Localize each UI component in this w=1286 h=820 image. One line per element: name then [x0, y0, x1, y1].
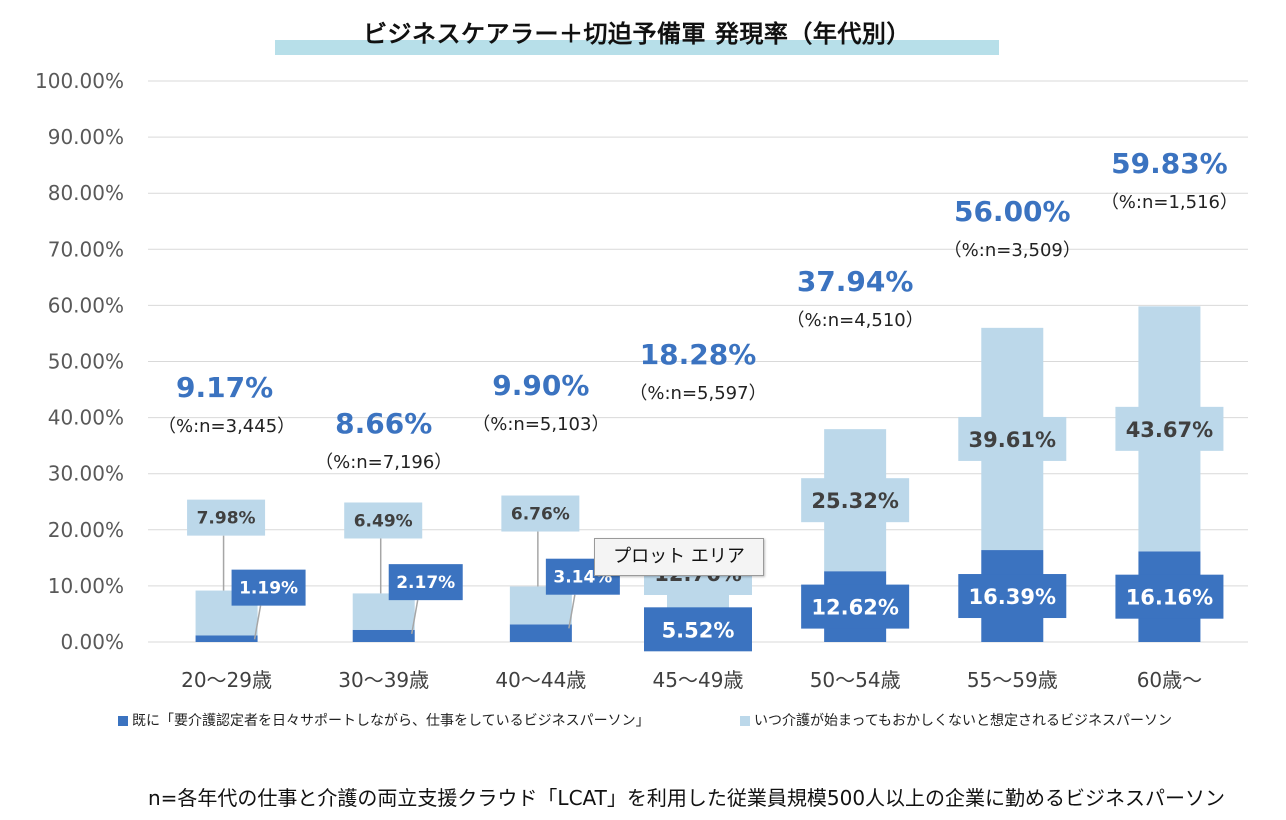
data-label-box-potential — [501, 495, 580, 532]
footnote: n=各年代の仕事と介護の両立支援クラウド「LCAT」を利用した従業員規模500人… — [148, 786, 1226, 810]
data-label-box-current — [231, 569, 306, 606]
total-percentage: 9.90% — [492, 369, 589, 402]
data-label-potential: 6.76% — [511, 505, 570, 525]
data-label-current: 16.39% — [969, 585, 1056, 609]
data-label-box-current — [958, 574, 1067, 619]
x-tick-label: 30～39歳 — [338, 668, 429, 692]
legend-label: いつ介護が始まってもおかしくないと想定されるビジネスパーソン — [754, 713, 1173, 729]
data-label-current: 1.19% — [239, 579, 298, 599]
data-label-box-potential — [187, 499, 266, 536]
callout-leader-line — [410, 600, 419, 634]
total-percentage: 56.00% — [954, 195, 1071, 228]
y-tick-label: 40.00% — [48, 406, 124, 430]
y-tick-label: 90.00% — [48, 125, 124, 149]
legend-label: 既に「要介護認定者を日々サポートしながら、仕事をしているビジネスパーソン」 — [132, 713, 650, 729]
data-label-box-potential — [801, 478, 910, 523]
plot-area-tooltip: プロット エリア — [594, 538, 764, 576]
legend-swatch-light — [740, 716, 750, 726]
title-underline-band — [275, 40, 999, 55]
total-percentage: 59.83% — [1111, 147, 1228, 180]
x-tick-label: 50～54歳 — [810, 668, 901, 692]
data-label-box-potential — [958, 416, 1067, 461]
total-percentage: 37.94% — [797, 265, 914, 298]
total-percentage: 8.66% — [335, 407, 432, 440]
data-label-current: 2.17% — [396, 573, 455, 593]
data-label-potential: 43.67% — [1126, 418, 1213, 442]
data-label-current: 12.62% — [811, 596, 898, 620]
bar-current-carers — [195, 635, 258, 642]
sample-size-label: （%:n=3,509） — [944, 240, 1081, 261]
x-tick-label: 55～59歳 — [967, 668, 1058, 692]
data-label-current: 5.52% — [662, 618, 735, 642]
legend-item-potential-carers[interactable]: いつ介護が始まってもおかしくないと想定されるビジネスパーソン — [740, 710, 1172, 730]
y-tick-label: 100.00% — [35, 69, 124, 93]
data-label-box-current — [388, 564, 463, 601]
y-tick-label: 0.00% — [60, 630, 124, 654]
total-percentage: 18.28% — [640, 338, 757, 371]
bar-current-carers — [352, 629, 415, 642]
callout-leader-line — [253, 605, 262, 640]
y-tick-label: 30.00% — [48, 462, 124, 486]
x-tick-label: 45～49歳 — [653, 668, 744, 692]
sample-size-label: （%:n=1,516） — [1101, 192, 1238, 213]
sample-size-label: （%:n=3,445） — [158, 416, 295, 437]
legend-item-current-carers[interactable]: 既に「要介護認定者を日々サポートしながら、仕事をしているビジネスパーソン」 — [118, 710, 650, 730]
chart-title: ビジネスケアラー＋切迫予備軍 発現率（年代別） — [363, 20, 911, 48]
data-label-box-potential — [344, 502, 423, 539]
bar-current-carers — [509, 624, 572, 642]
data-label-box-current — [1115, 574, 1224, 619]
data-label-potential: 39.61% — [969, 428, 1056, 452]
sample-size-label: （%:n=5,103） — [472, 414, 609, 435]
y-tick-label: 80.00% — [48, 181, 124, 205]
y-tick-label: 50.00% — [48, 350, 124, 374]
data-label-box-potential — [1115, 406, 1224, 451]
y-tick-label: 60.00% — [48, 293, 124, 317]
callout-leader-line — [568, 594, 576, 629]
y-tick-label: 20.00% — [48, 518, 124, 542]
data-label-potential: 6.49% — [354, 511, 413, 531]
x-tick-label: 20～29歳 — [181, 668, 272, 692]
data-label-potential: 7.98% — [197, 509, 256, 529]
legend-swatch-dark — [118, 716, 128, 726]
sample-size-label: （%:n=7,196） — [315, 452, 452, 473]
sample-size-label: （%:n=4,510） — [787, 310, 924, 331]
x-tick-label: 60歳～ — [1137, 668, 1202, 692]
y-tick-label: 10.00% — [48, 574, 124, 598]
sample-size-label: （%:n=5,597） — [629, 383, 766, 404]
data-label-potential: 25.32% — [811, 489, 898, 513]
data-label-box-current — [801, 584, 910, 629]
x-tick-label: 40～44歳 — [495, 668, 586, 692]
y-tick-label: 70.00% — [48, 237, 124, 261]
data-label-box-current — [644, 607, 752, 652]
data-label-current: 16.16% — [1126, 586, 1213, 610]
total-percentage: 9.17% — [176, 371, 273, 404]
